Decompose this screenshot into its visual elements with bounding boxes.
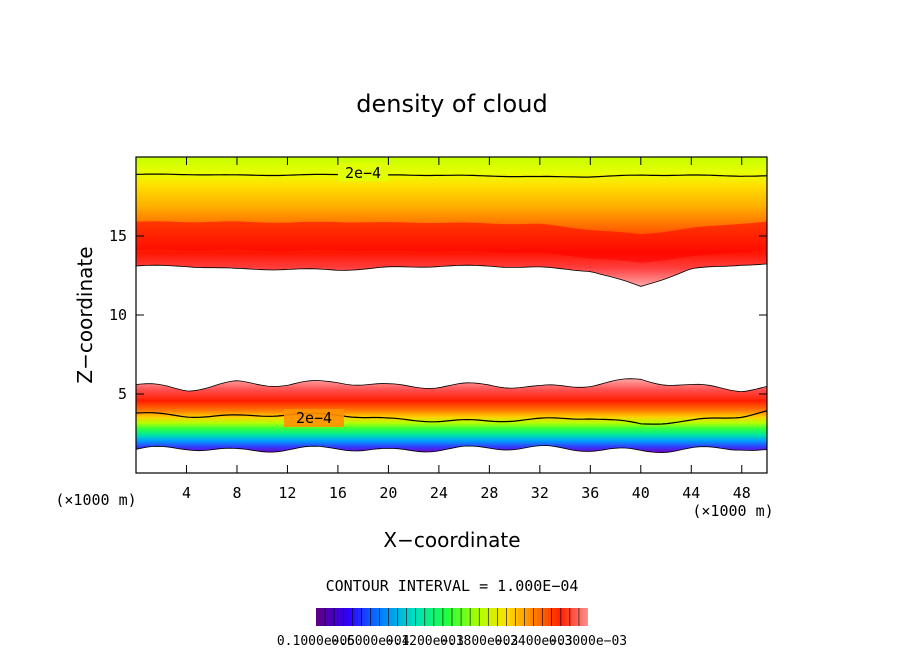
contour-label-lower: 2e−4 xyxy=(296,409,332,427)
colorbar-label: 0.1200e−03 xyxy=(386,634,464,649)
x-tick-label: 20 xyxy=(379,484,397,502)
x-tick-label: 44 xyxy=(682,484,700,502)
colorbar-label: 0.2400e−03 xyxy=(494,634,572,649)
y-axis-ticks: 5 10 15 xyxy=(109,227,767,403)
plot-area xyxy=(136,157,767,454)
x-tick-label: 32 xyxy=(531,484,549,502)
x-unit-right: (×1000 m) xyxy=(692,502,773,520)
colorbar-label: 0.1000e−05 xyxy=(277,634,355,649)
contour-label-bg-upper xyxy=(338,163,388,181)
x-tick-label: 24 xyxy=(430,484,448,502)
colorbar-label: 0.6000e−04 xyxy=(331,634,409,649)
lower-contour-line xyxy=(136,410,767,425)
colorbar-labels: 0.1000e−050.6000e−040.1200e−030.1800e−03… xyxy=(277,634,627,649)
x-tick-label: 16 xyxy=(329,484,347,502)
colorbar-ticks xyxy=(324,608,580,626)
y-tick-label: 10 xyxy=(109,306,127,324)
upper-base-line xyxy=(136,263,767,287)
x-tick-label: 40 xyxy=(632,484,650,502)
upper-contour-line xyxy=(136,173,767,178)
x-tick-label: 12 xyxy=(278,484,296,502)
lower-top-line xyxy=(136,378,767,393)
x-tick-label: 4 xyxy=(182,484,191,502)
x-tick-label: 8 xyxy=(232,484,241,502)
y-tick-label: 15 xyxy=(109,227,127,245)
x-unit-left: (×1000 m) xyxy=(55,491,136,509)
y-axis-label: Z−coordinate xyxy=(73,246,97,383)
x-tick-label: 48 xyxy=(733,484,751,502)
contour-label-upper: 2e−4 xyxy=(345,164,381,182)
lower-cloud-layer xyxy=(136,378,767,453)
contour-label-bg-lower xyxy=(284,409,344,427)
x-axis-ticks: 4 8 12 16 20 24 28 32 36 40 44 48 xyxy=(182,157,751,502)
x-axis-label: X−coordinate xyxy=(383,528,520,552)
chart-title: density of cloud xyxy=(356,90,547,118)
contour-interval-label: CONTOUR INTERVAL = 1.000E−04 xyxy=(326,577,579,595)
lower-base-line xyxy=(136,445,767,454)
upper-cloud-core xyxy=(136,221,767,263)
x-tick-label: 28 xyxy=(480,484,498,502)
y-tick-label: 5 xyxy=(118,385,127,403)
x-tick-label: 36 xyxy=(581,484,599,502)
colorbar-label: 0.3000e−03 xyxy=(549,634,627,649)
colorbar-label: 0.1800e−03 xyxy=(440,634,518,649)
